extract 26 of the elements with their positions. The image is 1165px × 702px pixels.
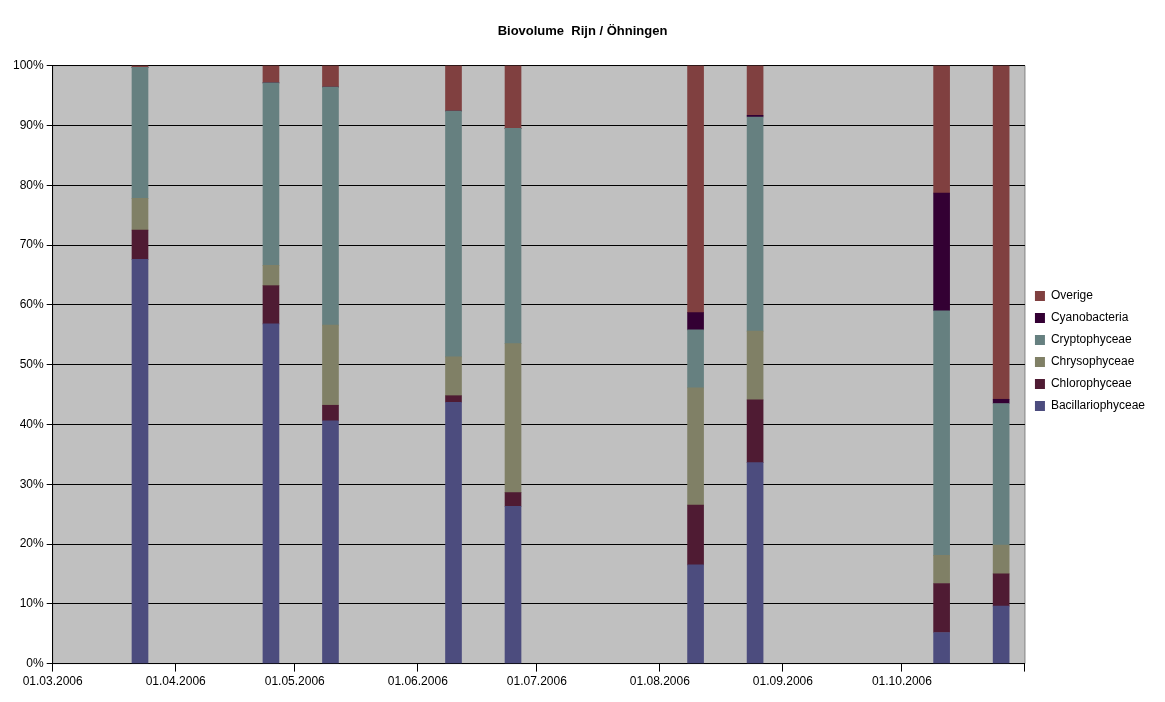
x-tick-label: 01.10.2006 bbox=[871, 674, 933, 689]
y-tick-label: 80% bbox=[19, 177, 45, 192]
x-tick-label: 01.03.2006 bbox=[22, 674, 84, 689]
y-tick-label: 10% bbox=[19, 596, 45, 611]
y-tick-label: 90% bbox=[19, 117, 45, 132]
x-tick-label: 01.07.2006 bbox=[506, 674, 568, 689]
y-tick-label: 60% bbox=[19, 297, 45, 312]
y-tick-label: 20% bbox=[19, 536, 45, 551]
legend-label: Cyanobacteria bbox=[1050, 310, 1129, 325]
x-tick-label: 01.08.2006 bbox=[629, 674, 691, 689]
y-tick-label: 30% bbox=[19, 476, 45, 491]
y-tick-label: 50% bbox=[19, 356, 45, 371]
y-tick-label: 40% bbox=[19, 416, 45, 431]
y-tick-label: 0% bbox=[26, 655, 45, 670]
legend-label: Overige bbox=[1050, 288, 1094, 303]
legend-label: Chrysophyceae bbox=[1050, 354, 1135, 369]
x-tick-label: 01.05.2006 bbox=[264, 674, 326, 689]
legend-label: Chlorophyceae bbox=[1050, 376, 1132, 391]
x-tick-label: 01.09.2006 bbox=[752, 674, 814, 689]
legend-label: Cryptophyceae bbox=[1050, 332, 1132, 347]
x-tick-label: 01.04.2006 bbox=[145, 674, 207, 689]
x-tick-label: 01.06.2006 bbox=[387, 674, 449, 689]
chart-title: Biovolume Rijn / Öhningen bbox=[497, 23, 668, 39]
y-tick-label: 70% bbox=[19, 237, 45, 252]
legend-label: Bacillariophyceae bbox=[1050, 398, 1146, 413]
y-tick-label: 100% bbox=[12, 57, 45, 72]
